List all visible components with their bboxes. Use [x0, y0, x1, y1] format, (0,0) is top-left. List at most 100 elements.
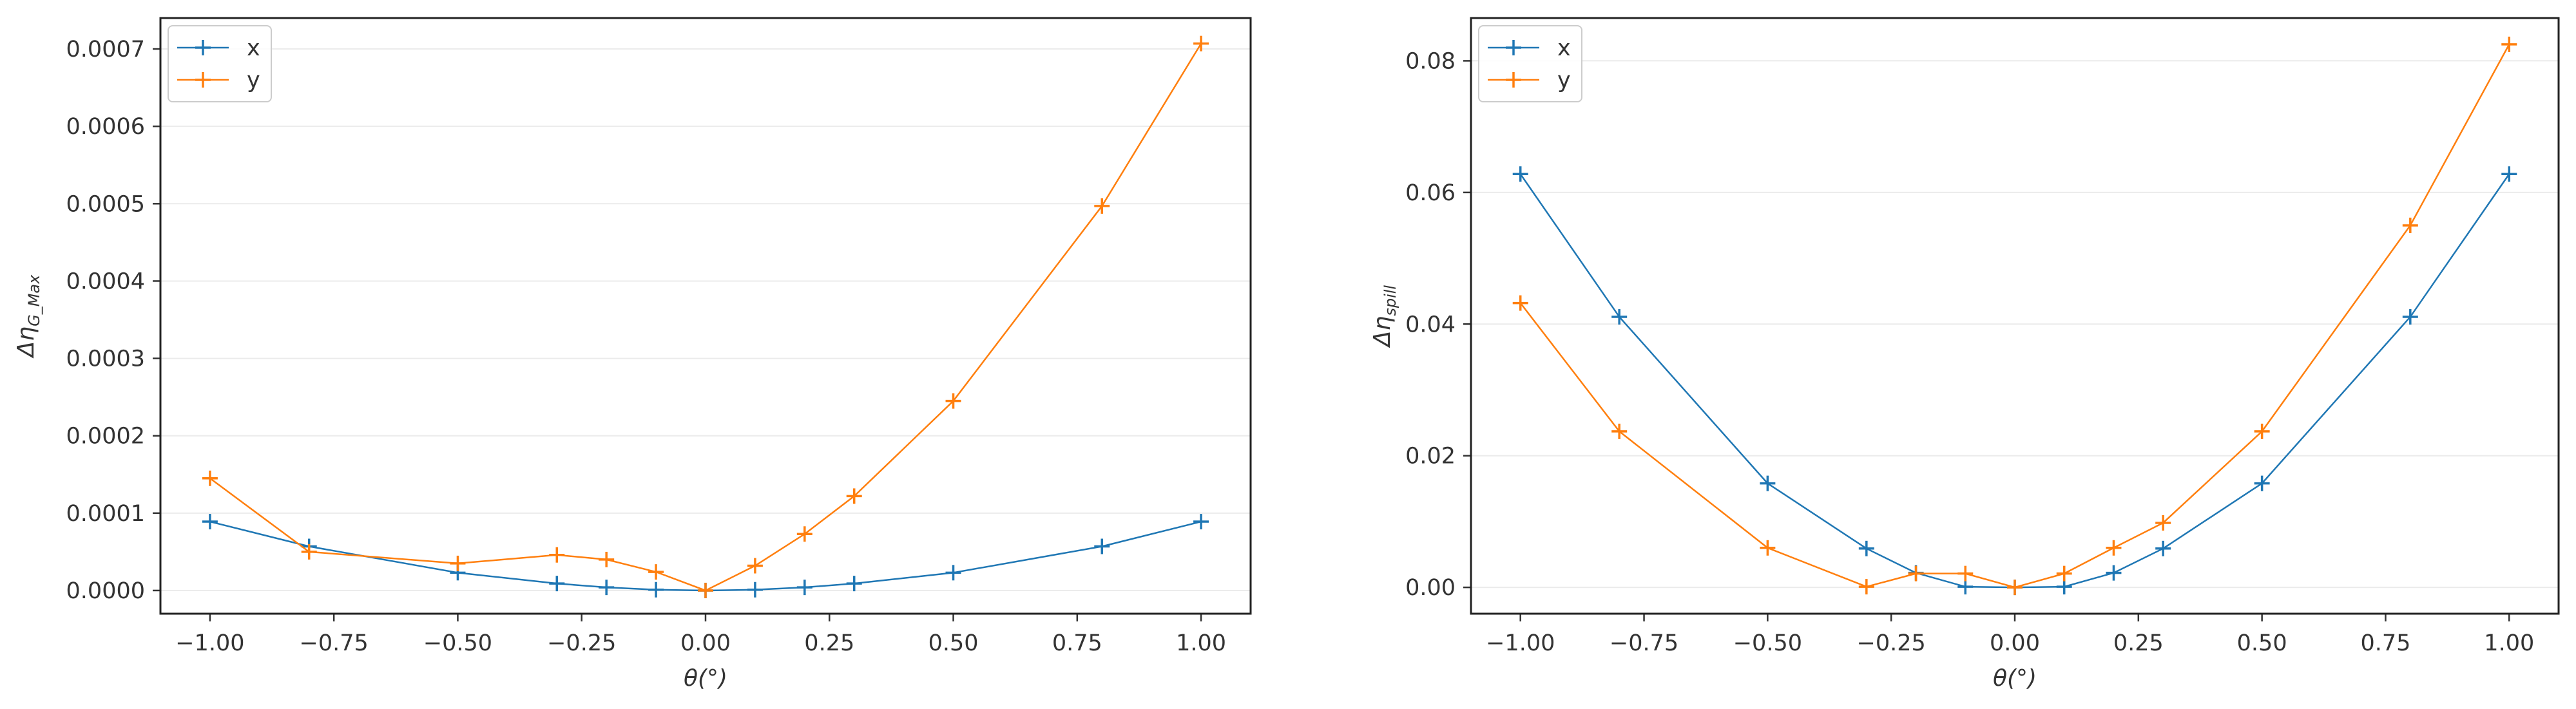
y-axis-label-base: Δη — [1369, 316, 1396, 348]
data-point-y-10 — [945, 393, 961, 409]
grid — [160, 48, 1251, 591]
data-point-y-4 — [599, 551, 615, 567]
x-tick-label-0: −1.00 — [1486, 630, 1555, 656]
series-line-y — [209, 43, 1202, 592]
data-point-x-12 — [2501, 166, 2517, 182]
data-point-x-1 — [1611, 309, 1628, 325]
grid — [1471, 60, 2559, 589]
data-point-y-0 — [1512, 295, 1528, 311]
y-tick-label-4: 0.08 — [1405, 48, 1456, 74]
data-point-y-6 — [2007, 580, 2023, 596]
data-point-x-9 — [846, 576, 862, 592]
x-tick-label-3: −0.25 — [1857, 630, 1926, 656]
series-x — [1512, 166, 2517, 596]
y-tick-label-2: 0.0002 — [66, 424, 145, 449]
x-axis: −1.00 −0.75 −0.50 −0.25 0.00 0.25 0.50 0.75 1.00 — [175, 614, 1226, 656]
legend-label-x: x — [1557, 35, 1571, 61]
x-tick-label-4: 0.00 — [1990, 630, 2040, 656]
y-axis-label-sub: G_Max — [25, 274, 43, 326]
data-point-x-5 — [648, 581, 664, 598]
data-point-y-6 — [698, 582, 713, 598]
y-axis-label: ΔηG_Max — [13, 274, 43, 359]
data-point-y-4 — [1908, 565, 1924, 581]
y-axis-label-sub: spill — [1381, 285, 1399, 316]
x-tick-label-5: 0.25 — [2113, 630, 2164, 656]
data-point-y-5 — [648, 564, 664, 580]
y-tick-label-3: 0.06 — [1405, 180, 1456, 206]
y-tick-label-4: 0.0004 — [66, 269, 145, 294]
series-y — [1512, 36, 2517, 596]
y-axis-label: Δηspill — [1369, 285, 1399, 349]
data-point-x-2 — [1760, 475, 1776, 491]
data-point-y-2 — [1760, 540, 1776, 556]
y-tick-label-3: 0.0003 — [66, 346, 145, 372]
y-tick-label-6: 0.0006 — [66, 114, 145, 140]
data-point-x-11 — [2402, 309, 2418, 325]
x-tick-label-7: 0.75 — [2360, 630, 2410, 656]
series-y — [202, 35, 1209, 598]
x-tick-label-1: −0.75 — [300, 630, 369, 656]
x-tick-label-2: −0.50 — [1733, 630, 1802, 656]
x-tick-label-2: −0.50 — [423, 630, 492, 656]
y-tick-label-2: 0.04 — [1405, 312, 1456, 337]
data-point-x-11 — [1094, 538, 1110, 554]
legend-marker-x — [1506, 40, 1521, 55]
data-point-y-9 — [846, 488, 862, 504]
data-point-y-7 — [2056, 565, 2072, 581]
data-point-x-3 — [1858, 540, 1874, 556]
series-line-x — [1519, 173, 2510, 589]
axes-frame — [1470, 17, 2560, 615]
x-tick-label-6: 0.50 — [2237, 630, 2287, 656]
data-point-y-12 — [1193, 35, 1209, 52]
data-point-y-11 — [2402, 217, 2418, 233]
data-point-x-10 — [2254, 475, 2270, 491]
legend-label-y: y — [1557, 68, 1571, 93]
chart-gmax: 0.0000 0.0001 0.0002 0.0003 0.0004 0.0005 0.00… — [13, 17, 1252, 692]
data-point-x-4 — [599, 580, 615, 596]
x-tick-label-3: −0.25 — [547, 630, 616, 656]
data-point-y-7 — [747, 558, 763, 574]
y-axis: 0.00 0.02 0.04 0.06 0.08 — [1405, 48, 1471, 601]
x-tick-label-1: −0.75 — [1610, 630, 1678, 656]
x-tick-label-8: 1.00 — [2484, 630, 2534, 656]
legend-box — [1478, 25, 1582, 102]
legend-marker-y — [1506, 72, 1521, 88]
data-point-y-8 — [2106, 540, 2122, 556]
data-point-x-7 — [747, 581, 763, 598]
x-tick-label-5: 0.25 — [804, 630, 854, 656]
legend-marker-x — [195, 40, 211, 55]
data-point-x-8 — [796, 580, 812, 596]
x-tick-label-8: 1.00 — [1176, 630, 1226, 656]
y-tick-label-1: 0.02 — [1405, 444, 1456, 469]
y-tick-label-5: 0.0005 — [66, 191, 145, 217]
series-line-y — [1519, 44, 2510, 589]
data-point-x-0 — [202, 514, 218, 530]
legend: xy — [1478, 25, 1582, 102]
data-point-y-11 — [1094, 198, 1110, 214]
legend-box — [168, 25, 272, 102]
x-axis: −1.00 −0.75 −0.50 −0.25 0.00 0.25 0.50 0.75 1.00 — [1486, 614, 2534, 656]
x-axis-label: θ(°) — [684, 665, 727, 692]
data-point-y-12 — [2501, 36, 2517, 52]
data-point-x-10 — [945, 565, 961, 581]
x-tick-label-4: 0.00 — [680, 630, 731, 656]
y-axis: 0.0000 0.0001 0.0002 0.0003 0.0004 0.0005 0.00… — [66, 37, 160, 604]
data-point-y-1 — [301, 544, 317, 560]
data-point-y-9 — [2155, 515, 2171, 531]
y-tick-label-0: 0.00 — [1405, 575, 1456, 601]
legend: xy — [168, 25, 272, 102]
y-tick-label-7: 0.0007 — [66, 37, 145, 62]
data-point-y-2 — [450, 555, 466, 571]
y-tick-label-0: 0.0000 — [66, 578, 145, 604]
x-tick-label-6: 0.50 — [928, 630, 979, 656]
data-point-x-8 — [2106, 565, 2122, 581]
data-point-x-0 — [1512, 166, 1528, 182]
data-point-y-8 — [796, 526, 812, 542]
data-point-y-3 — [549, 547, 565, 563]
legend-label-x: x — [247, 35, 260, 61]
y-tick-label-1: 0.0001 — [66, 501, 145, 527]
y-axis-label-base: Δη — [13, 326, 39, 359]
data-point-y-10 — [2254, 423, 2270, 439]
data-point-y-0 — [202, 470, 218, 486]
